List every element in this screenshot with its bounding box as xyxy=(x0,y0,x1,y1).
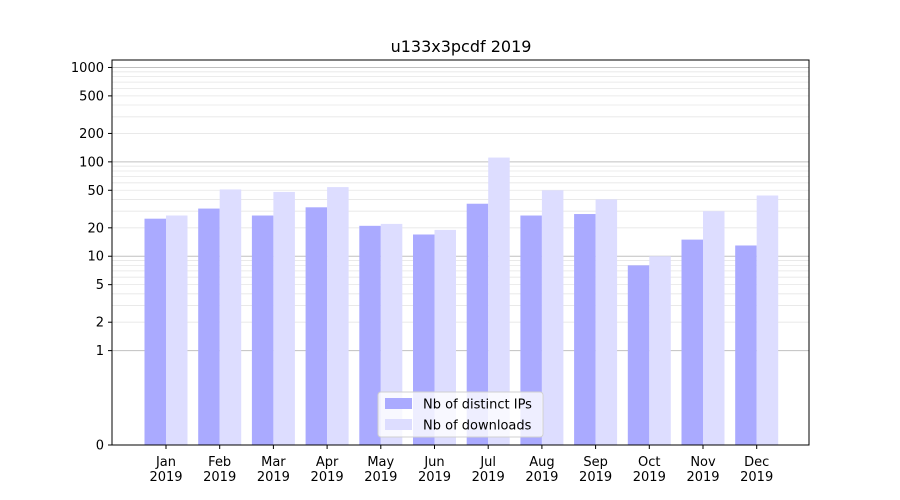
y-tick-label: 5 xyxy=(96,278,104,293)
y-tick-label: 2 xyxy=(96,316,104,331)
bar xyxy=(595,199,618,445)
x-tick-label: Sep 2019 xyxy=(579,455,612,485)
y-tick-label: 100 xyxy=(79,155,104,170)
plot-frame xyxy=(111,59,810,446)
x-tick-label: Jan 2019 xyxy=(149,455,182,485)
bar xyxy=(219,189,242,445)
y-tick-label: 1000 xyxy=(71,61,104,76)
x-tick-label: May 2019 xyxy=(364,455,397,485)
y-tick-label: 1 xyxy=(96,344,104,359)
bar xyxy=(198,208,220,445)
bar xyxy=(735,245,757,445)
legend: Nb of distinct IPs Nb of downloads xyxy=(377,391,544,438)
bar xyxy=(574,214,596,445)
legend-label: Nb of downloads xyxy=(423,419,532,434)
y-tick-label: 0 xyxy=(96,439,104,454)
y-tick-label: 50 xyxy=(87,184,104,199)
legend-box xyxy=(377,391,544,438)
bar xyxy=(380,223,403,445)
bar xyxy=(327,187,349,446)
x-tick-label: Feb 2019 xyxy=(203,455,236,485)
chart-title: u133x3pcdf 2019 xyxy=(391,37,532,56)
bar xyxy=(466,203,489,445)
bar xyxy=(520,215,542,445)
y-tick-label: 200 xyxy=(79,127,104,142)
bar xyxy=(649,256,671,445)
legend-swatch xyxy=(385,398,412,409)
x-tick-label: Nov 2019 xyxy=(686,455,719,485)
bar xyxy=(305,207,328,445)
bar xyxy=(434,229,456,445)
x-tick-label: Aug 2019 xyxy=(525,455,558,485)
y-tick-label: 10 xyxy=(87,250,104,265)
x-tick-label: Jul 2019 xyxy=(472,455,505,485)
y-tick-label: 500 xyxy=(79,89,104,104)
x-axis: Jan 2019 Feb 2019 Mar 2019 Apr 2019 May 2019 Jun 20… xyxy=(149,445,773,485)
bar xyxy=(627,265,650,445)
bar xyxy=(359,225,381,445)
x-tick-label: Apr 2019 xyxy=(311,455,344,485)
bar xyxy=(166,215,188,445)
bar xyxy=(488,157,510,446)
bar xyxy=(756,195,779,445)
bar xyxy=(703,211,725,445)
bar xyxy=(681,239,703,445)
bar xyxy=(541,190,564,445)
bar xyxy=(273,191,295,445)
legend-label: Nb of distinct IPs xyxy=(423,398,532,413)
bar xyxy=(144,218,166,445)
y-axis: 0 1 2 5 10 20 50 100 200 500 1000 xyxy=(71,61,112,454)
legend-swatch xyxy=(385,419,412,430)
y-tick-label: 20 xyxy=(87,221,104,236)
x-tick-label: Mar 2019 xyxy=(257,455,290,485)
x-tick-label: Oct 2019 xyxy=(633,455,666,485)
bar xyxy=(251,215,274,445)
x-tick-label: Jun 2019 xyxy=(418,455,451,485)
x-tick-label: Dec 2019 xyxy=(740,455,773,485)
